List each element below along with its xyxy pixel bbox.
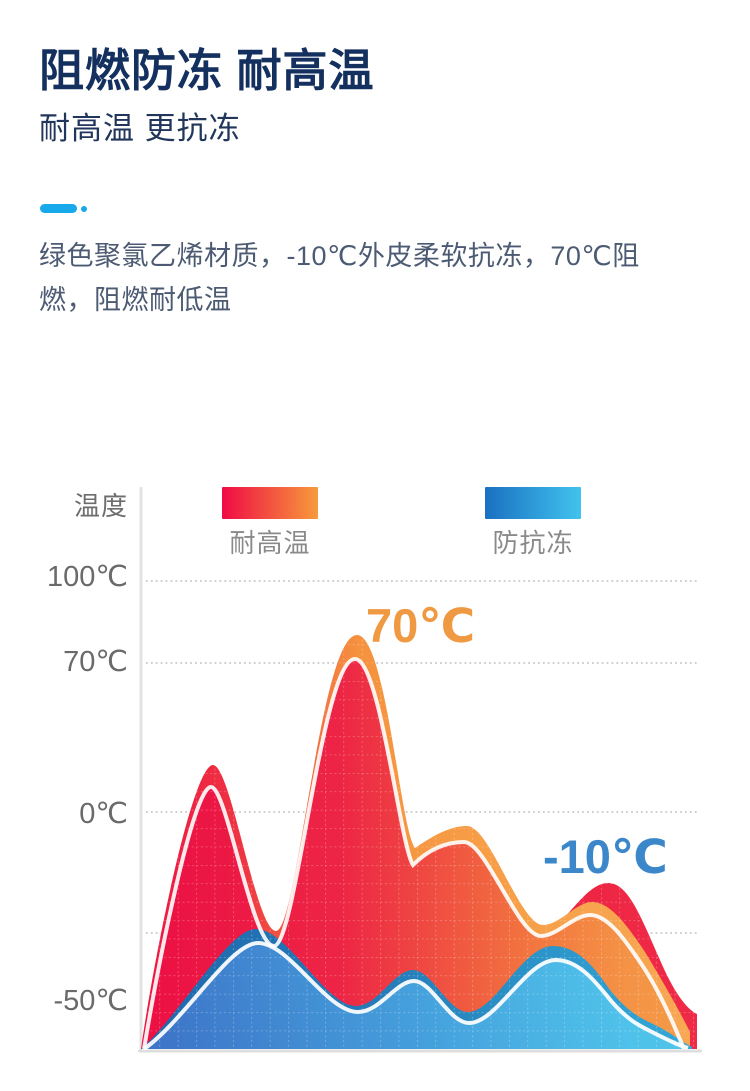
- accent-dot: [81, 206, 87, 212]
- y-axis-line: [139, 487, 143, 1051]
- page-title: 阻燃防冻 耐高温: [39, 45, 375, 96]
- y-tick-0c: 0℃: [79, 798, 128, 830]
- annotation-70c: 70℃: [366, 599, 476, 652]
- legend-swatch-heat: [222, 487, 318, 519]
- legend-label-heat: 耐高温: [229, 528, 311, 558]
- legend-label-frost: 防抗冻: [492, 528, 574, 558]
- x-baseline: [138, 1049, 702, 1053]
- description-line-2: 燃，阻燃耐低温: [39, 285, 232, 315]
- description-line-1: 绿色聚氯乙烯材质，-10℃外皮柔软抗冻，70℃阻: [39, 241, 640, 271]
- hot-series-outline: [142, 656, 686, 1050]
- y-tick-70c: 70℃: [63, 646, 128, 678]
- accent-dash: [40, 204, 77, 213]
- product-description: 绿色聚氯乙烯材质，-10℃外皮柔软抗冻，70℃阻 燃，阻燃耐低温: [39, 234, 659, 322]
- page-subtitle: 耐高温 更抗冻: [39, 111, 241, 146]
- y-tick-100c: 100℃: [47, 561, 128, 593]
- y-tick-minus50c: -50℃: [53, 985, 128, 1017]
- annotation-minus10c: -10℃: [543, 830, 668, 883]
- cold-series-outline: [142, 940, 689, 1051]
- legend-swatch-frost: [485, 487, 581, 519]
- y-axis-title: 温度: [73, 491, 128, 521]
